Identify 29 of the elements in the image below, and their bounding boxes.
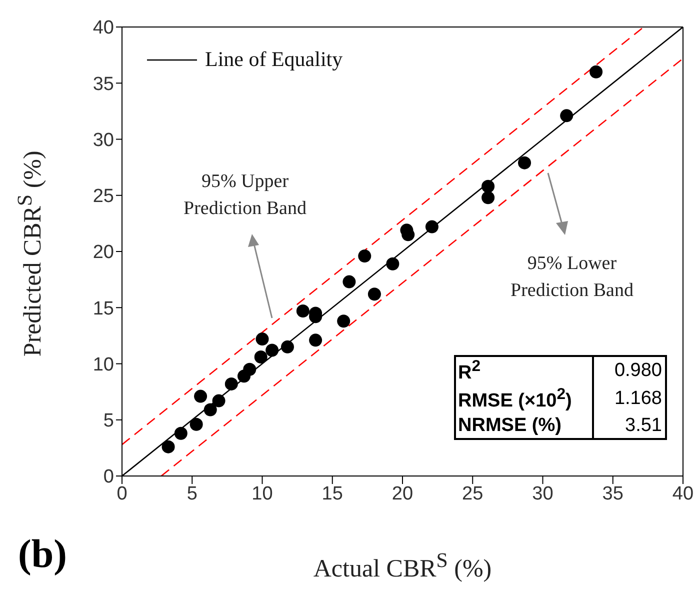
- annotation: 0.980: [613, 359, 663, 384]
- y-tick-label: 5: [103, 410, 114, 432]
- x-tick-label: 25: [462, 483, 484, 504]
- y-tick-label: 40: [92, 18, 114, 39]
- y-tick-label: 35: [92, 74, 114, 95]
- y-tick-label: 20: [92, 242, 114, 264]
- x-axis-title: Actual CBR$^{S}$ (%): [312, 548, 493, 584]
- x-tick-label: 30: [532, 483, 554, 504]
- y-tick-label: 15: [92, 298, 114, 320]
- x-tick-label: 40: [672, 483, 694, 504]
- x-tick-label: 10: [252, 483, 273, 504]
- x-tick-label: 20: [392, 483, 414, 504]
- annotation: 95% Lower Prediction Band: [510, 252, 634, 303]
- x-tick-label: 0: [116, 483, 128, 504]
- text: (b): [18, 530, 67, 577]
- y-tick-label: 10: [92, 354, 114, 376]
- annotation: R$^{2}$: [455, 356, 593, 386]
- y-tick-label: 25: [92, 186, 114, 208]
- annotation: 95% Upper Prediction Band: [182, 170, 308, 221]
- annotation: 1.168: [613, 387, 663, 412]
- legend-label: Line of Equality: [205, 47, 343, 72]
- annotation: 3.51: [624, 414, 663, 438]
- x-tick-label: 15: [322, 483, 343, 504]
- y-tick-label: 30: [92, 130, 114, 151]
- x-tick-label: 35: [602, 483, 624, 504]
- x-tick-label: 5: [186, 483, 198, 504]
- y-tick-label: 0: [103, 466, 114, 488]
- annotation: RMSE (×10$^{2}$): [455, 385, 593, 414]
- annotation: NRMSE (%): [455, 414, 593, 439]
